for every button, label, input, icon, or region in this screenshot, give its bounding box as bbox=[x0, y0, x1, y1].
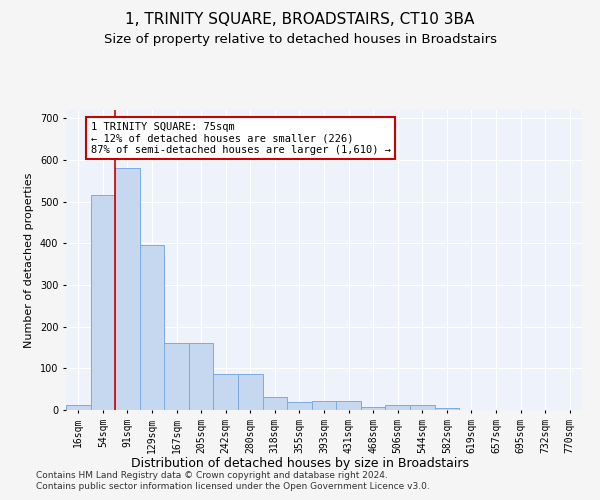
Bar bbox=[115, 168, 140, 410]
Y-axis label: Number of detached properties: Number of detached properties bbox=[25, 172, 34, 348]
Bar bbox=[361, 406, 385, 410]
Bar bbox=[66, 404, 91, 410]
Text: Contains public sector information licensed under the Open Government Licence v3: Contains public sector information licen… bbox=[36, 482, 430, 491]
Text: 1 TRINITY SQUARE: 75sqm
← 12% of detached houses are smaller (226)
87% of semi-d: 1 TRINITY SQUARE: 75sqm ← 12% of detache… bbox=[91, 122, 391, 155]
Bar bbox=[214, 374, 238, 410]
Bar bbox=[336, 401, 361, 410]
Text: Distribution of detached houses by size in Broadstairs: Distribution of detached houses by size … bbox=[131, 458, 469, 470]
Bar bbox=[238, 374, 263, 410]
Bar bbox=[189, 344, 214, 410]
Bar bbox=[263, 396, 287, 410]
Text: 1, TRINITY SQUARE, BROADSTAIRS, CT10 3BA: 1, TRINITY SQUARE, BROADSTAIRS, CT10 3BA bbox=[125, 12, 475, 28]
Bar bbox=[434, 408, 459, 410]
Bar bbox=[91, 194, 115, 410]
Bar bbox=[312, 401, 336, 410]
Bar bbox=[385, 406, 410, 410]
Bar bbox=[164, 344, 189, 410]
Bar bbox=[287, 402, 312, 410]
Bar bbox=[140, 244, 164, 410]
Bar bbox=[410, 406, 434, 410]
Text: Size of property relative to detached houses in Broadstairs: Size of property relative to detached ho… bbox=[104, 34, 497, 46]
Text: Contains HM Land Registry data © Crown copyright and database right 2024.: Contains HM Land Registry data © Crown c… bbox=[36, 471, 388, 480]
